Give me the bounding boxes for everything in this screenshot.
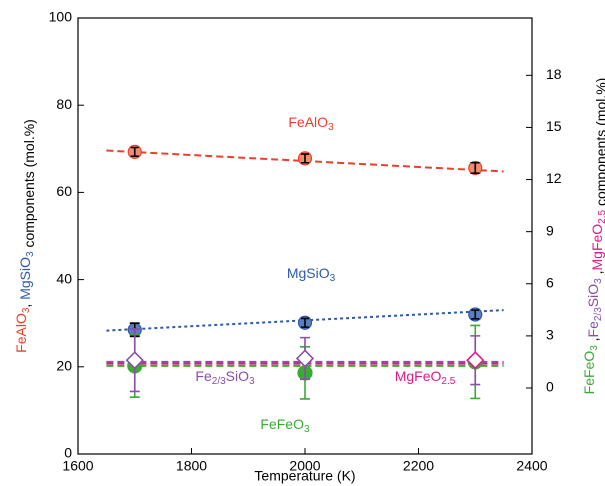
y-tick-label: 0 (64, 445, 72, 461)
y2-tick-label: 18 (546, 66, 562, 82)
point (125, 351, 144, 370)
y-tick-label: 80 (56, 96, 72, 112)
y2-axis-label-part: MgFeO2.5 (589, 209, 605, 270)
y2-tick-label: 3 (546, 327, 554, 343)
y2-axis-label-part: components (mol.%) (593, 78, 605, 210)
error-bar-overlay (471, 309, 480, 320)
y2-axis-label-part: , (589, 271, 605, 279)
y2-axis-label-part: , (585, 337, 601, 345)
series-label: MgSiO3 (287, 265, 336, 284)
x-tick-label: 2400 (516, 458, 547, 474)
y-axis-label-part: components (mol.%) (21, 119, 37, 251)
y-axis-label-part: MgSiO3 (17, 251, 36, 300)
y-tick-label: 100 (49, 9, 73, 25)
series-label: FeAlO3 (288, 114, 334, 133)
x-tick-label: 2200 (403, 458, 434, 474)
error-bar-overlay (471, 161, 480, 175)
point (295, 349, 315, 368)
x-tick-label: 2000 (289, 458, 320, 474)
point (466, 351, 485, 370)
y2-tick-label: 15 (546, 118, 562, 134)
error-bar-overlay (130, 146, 139, 158)
y2-tick-label: 12 (546, 170, 562, 186)
y-tick-label: 40 (56, 270, 72, 286)
y2-axis-label-part: FeFeO3 (581, 345, 600, 395)
y-axis-label: FeAlO3, MgSiO3 components (mol.%) (13, 119, 37, 353)
x-tick-label: 1600 (62, 458, 93, 474)
y-tick-label: 60 (56, 183, 72, 199)
error-bar-overlay (301, 153, 309, 164)
series-label: Fe2/3SiO3 (195, 368, 255, 387)
y2-tick-label: 6 (546, 274, 554, 290)
series-label: MgFeO2.5 (395, 368, 456, 387)
y2-axis-label: FeFeO3 ,Fe2/3SiO3 ,MgFeO2.5 components (… (581, 78, 605, 395)
series-label: FeFeO3 (260, 416, 310, 435)
y-axis-label-part: , (17, 300, 33, 308)
x-tick-label: 1800 (176, 458, 207, 474)
y2-axis-label-part: Fe2/3SiO3 (585, 278, 604, 338)
x-axis-label: Temperature (K) (254, 468, 355, 484)
y2-tick-label: 9 (546, 222, 554, 238)
y-tick-label: 20 (56, 358, 72, 374)
y-axis-label-part: FeAlO3 (13, 307, 32, 353)
y2-tick-label: 0 (546, 379, 554, 395)
error-bar-overlay (301, 317, 309, 328)
